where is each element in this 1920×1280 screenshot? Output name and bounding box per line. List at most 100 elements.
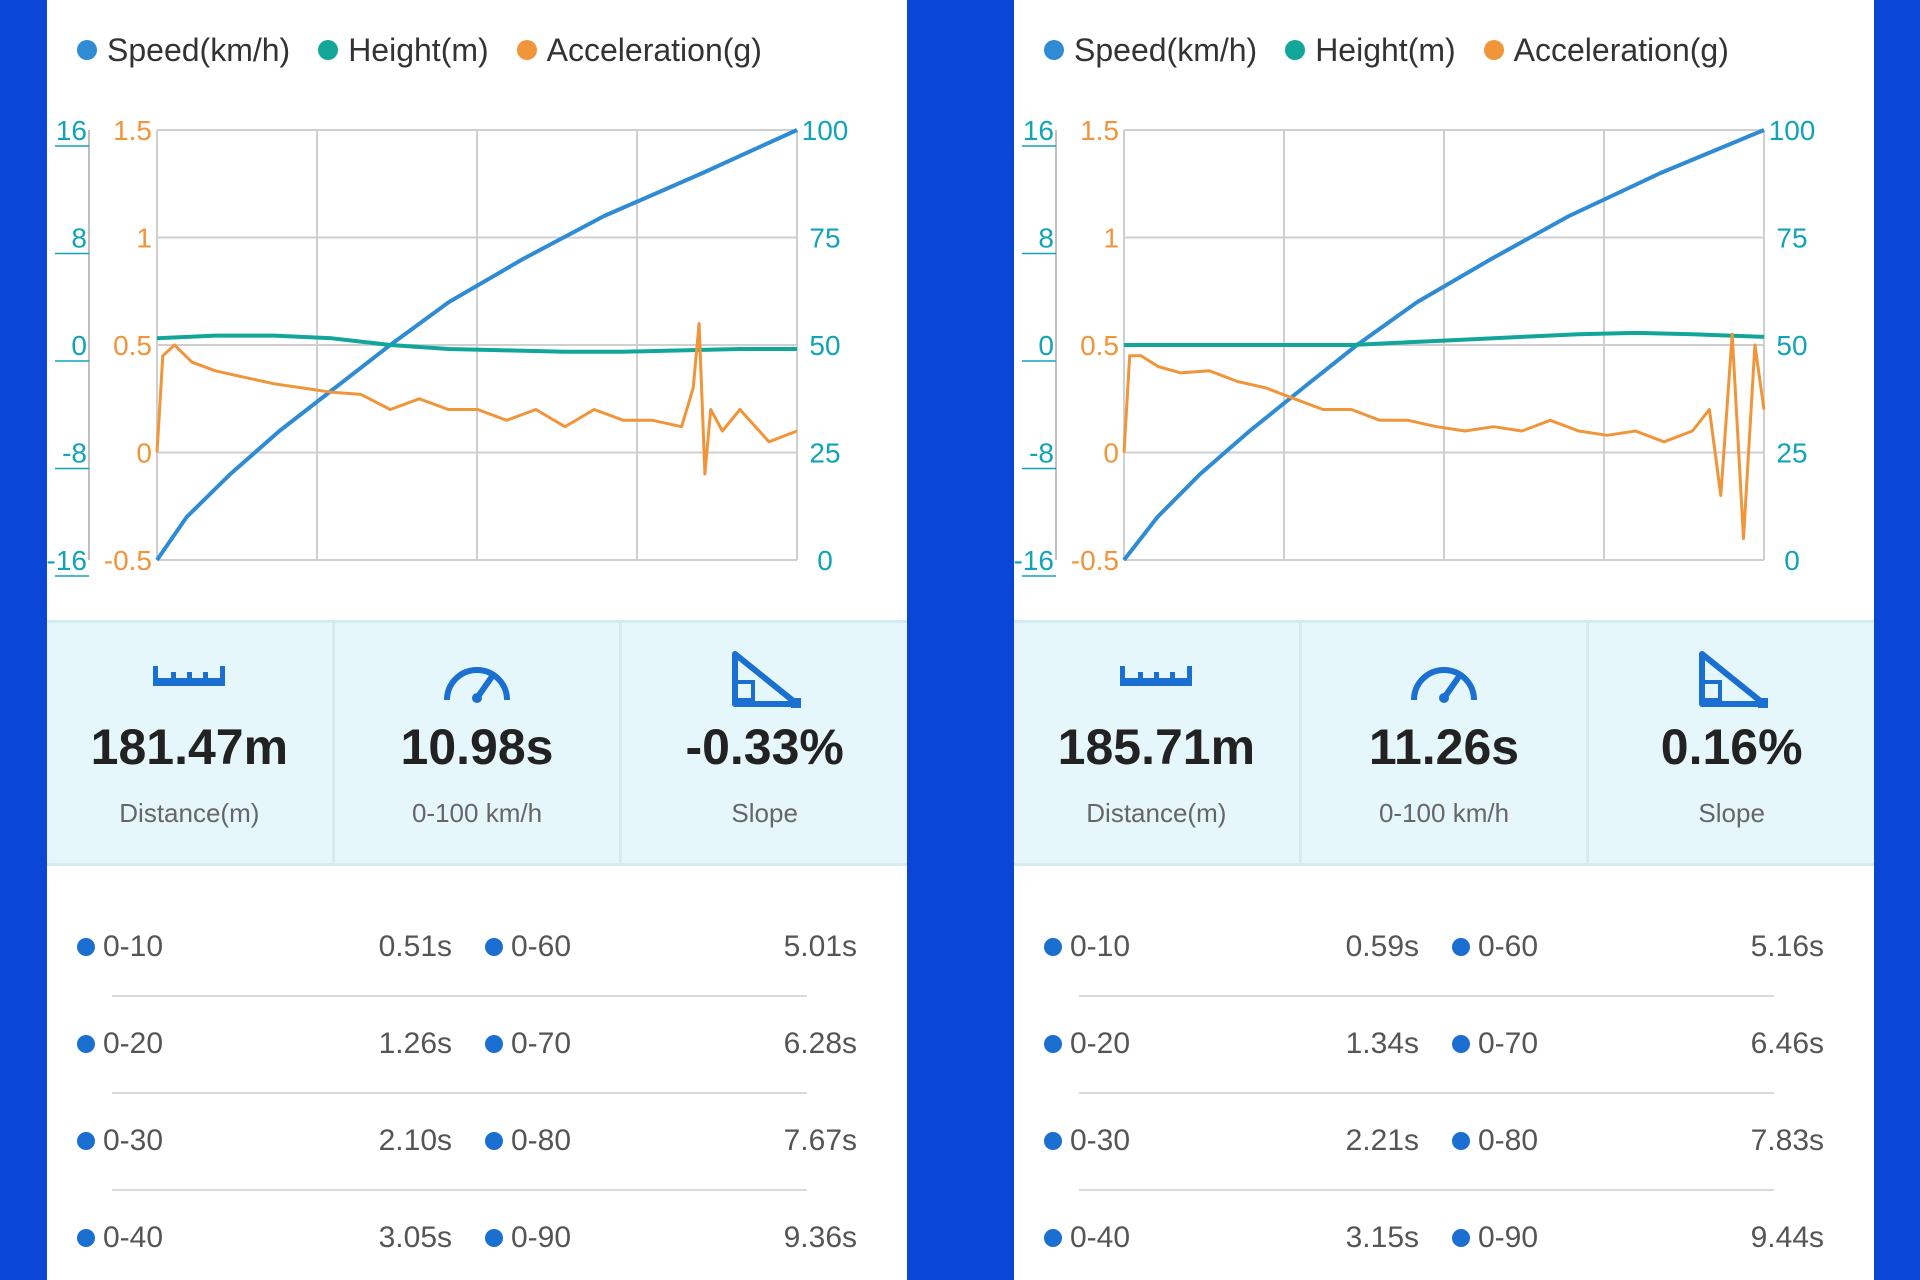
ruler-icon [1120,666,1193,686]
table-row: 0-40 3.15s 0-90 9.44s [1014,1191,1874,1280]
interval-time: 7.67s [783,1124,857,1157]
speed-tick-label: 0 [817,545,833,576]
speed-tick-label: 50 [1776,330,1807,361]
distance-label: Distance(m) [119,798,260,828]
interval-name: 0-80 [1452,1124,1538,1158]
speed-dot-icon [77,40,97,60]
interval-name: 0-90 [485,1221,571,1255]
height-tick-label: 0 [1038,330,1054,361]
interval-name: 0-10 [1044,930,1130,964]
height-tick-label: 16 [56,115,87,146]
stat-acceleration-time: 11.26s 0-100 km/h [1298,623,1587,863]
interval-time: 2.10s [378,1124,452,1157]
interval-label: 0-80 [1478,1124,1539,1157]
stat-distance: 181.47m Distance(m) [47,623,332,863]
row-divider [112,1092,807,1094]
interval-label: 0-90 [1478,1221,1539,1254]
legend-item-acceleration[interactable]: Acceleration(g) [516,32,762,69]
bullet-icon [1044,938,1062,956]
table-row: 0-40 3.05s 0-90 9.36s [47,1191,907,1280]
height-dot-icon [318,40,339,60]
acceleration-tick-label: 0 [1103,438,1119,469]
interval-time: 6.46s [1750,1027,1824,1060]
table-row: 0-30 2.21s 0-80 7.83s [1014,1094,1874,1191]
stat-slope: -0.33% Slope [619,623,907,863]
bullet-icon [1452,1229,1470,1247]
acceleration-chart[interactable]: 16 8 0 -8 -16 1.5 1 0.5 0 -0.5 100 75 50 25 0 [47,95,907,585]
acceleration-series-line [155,322,798,476]
interval-time: 1.34s [1345,1027,1419,1060]
bullet-icon [77,1132,95,1150]
interval-label: 0-30 [1070,1124,1131,1157]
result-panel-1: Speed(km/h) Height(m) Acceleration(g) 16… [47,0,907,1280]
slope-icon [1698,651,1768,708]
slope-label: Slope [1698,798,1765,828]
stat-slope: 0.16% Slope [1586,623,1874,863]
stats-summary: 181.47m Distance(m) 10.98s 0-100 km/h -0… [47,620,907,866]
interval-time: 9.44s [1750,1221,1824,1254]
height-tick-label: 8 [1038,223,1054,254]
acceleration-dot-icon [516,40,537,60]
bullet-icon [77,1035,95,1053]
speedometer-icon [444,667,510,703]
acceleration-chart[interactable]: 16 8 0 -8 -16 1.5 1 0.5 0 -0.5 100 75 50 25 0 [1014,95,1874,585]
height-series-line [1124,330,1765,347]
interval-label: 0-60 [1478,930,1539,963]
interval-name: 0-20 [77,1027,163,1061]
bullet-icon [77,1229,95,1247]
acceleration-time-label: 0-100 km/h [1378,798,1510,828]
legend-item-height[interactable]: Height(m) [1285,32,1456,69]
interval-label: 0-80 [511,1124,572,1157]
slope-value: -0.33% [685,719,844,775]
acceleration-tick-label: 1.5 [1080,115,1119,146]
interval-name: 0-30 [77,1124,163,1158]
interval-time: 7.83s [1750,1124,1824,1157]
bullet-icon [485,1229,503,1247]
height-dot-icon [1285,40,1306,60]
stat-acceleration-time: 10.98s 0-100 km/h [331,623,620,863]
acceleration-tick-label: 0.5 [1080,330,1119,361]
ruler-icon [153,666,226,686]
bullet-icon [77,938,95,956]
interval-time: 9.36s [783,1221,857,1254]
table-row: 0-20 1.26s 0-70 6.28s [47,997,907,1094]
legend-label: Height(m) [348,31,489,68]
height-tick-label: 8 [71,223,87,254]
chart-legend: Speed(km/h) Height(m) Acceleration(g) [77,30,790,70]
speed-intervals-table: 0-10 0.51s 0-60 5.01s 0-20 1.26s 0-70 6.… [47,900,907,1280]
speedometer-icon [1411,667,1477,703]
distance-label: Distance(m) [1086,798,1227,828]
row-divider [112,995,807,997]
result-panel-2: Speed(km/h) Height(m) Acceleration(g) 16… [1014,0,1874,1280]
interval-time: 5.01s [783,930,857,963]
acceleration-tick-label: -0.5 [1071,545,1119,576]
legend-item-height[interactable]: Height(m) [318,31,489,69]
stat-distance: 185.71m Distance(m) [1014,623,1299,863]
speed-tick-label: 0 [1784,545,1800,576]
speed-tick-label: 25 [809,438,840,469]
legend-item-speed[interactable]: Speed(km/h) [77,32,290,69]
bullet-icon [485,1132,503,1150]
acceleration-time-value: 11.26s [1368,719,1520,775]
acceleration-tick-label: 1 [136,223,152,254]
bullet-icon [1452,1035,1470,1053]
interval-name: 0-40 [77,1221,163,1255]
distance-value: 185.71m [1057,719,1256,775]
interval-time: 3.15s [1345,1221,1419,1254]
legend-label: Speed(km/h) [1074,31,1258,68]
chart-legend: Speed(km/h) Height(m) Acceleration(g) [1044,30,1757,70]
interval-name: 0-90 [1452,1221,1538,1255]
row-divider [1079,1092,1774,1094]
height-tick-label: -8 [62,438,87,469]
legend-item-acceleration[interactable]: Acceleration(g) [1483,32,1729,69]
row-divider [1079,995,1774,997]
height-tick-label: 16 [1023,115,1054,146]
bullet-icon [1452,938,1470,956]
interval-name: 0-70 [485,1027,571,1061]
acceleration-tick-label: -0.5 [104,545,152,576]
interval-name: 0-80 [485,1124,571,1158]
legend-item-speed[interactable]: Speed(km/h) [1044,32,1257,69]
interval-name: 0-60 [485,930,571,964]
bullet-icon [1452,1132,1470,1150]
table-row: 0-10 0.59s 0-60 5.16s [1014,900,1874,997]
